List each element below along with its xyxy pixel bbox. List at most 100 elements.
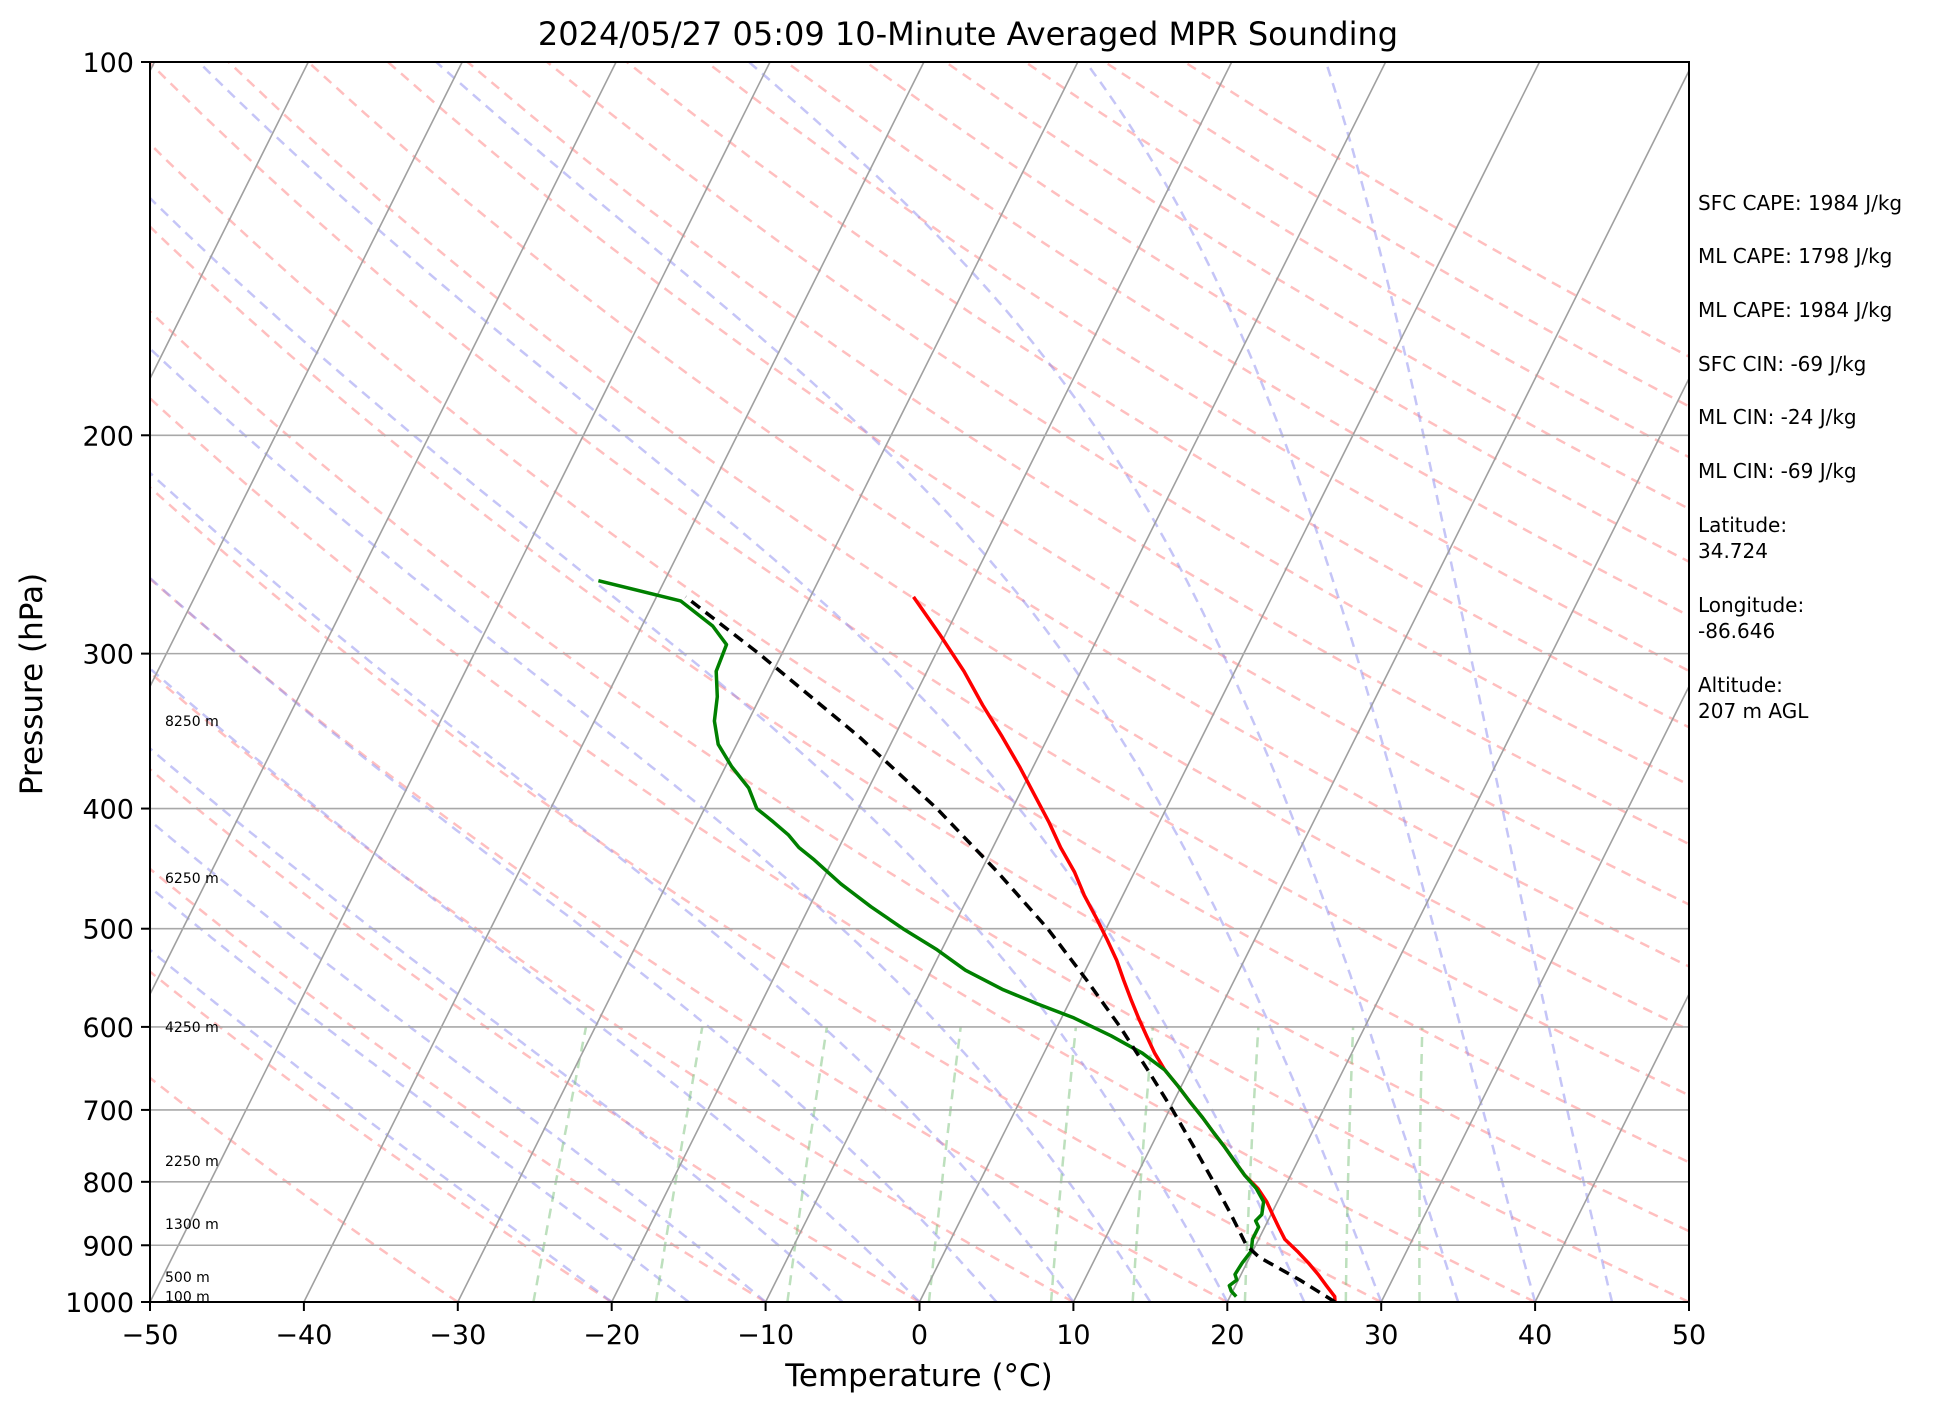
- dry-adiabat: [705, 62, 1689, 673]
- y-tick-label: 600: [82, 1013, 134, 1044]
- moist-adiabat: [150, 666, 921, 1302]
- mixing-ratio-line: [1418, 1026, 1424, 1302]
- mixing-ratio-line: [927, 1026, 962, 1302]
- isotherm: [764, 62, 1387, 1302]
- dry-adiabat: [150, 767, 921, 1302]
- info-latitude-label: Latitude:: [1698, 513, 1787, 537]
- isotherm: [1380, 684, 1689, 1302]
- info-longitude-value: -86.646: [1698, 619, 1775, 643]
- moist-adiabat: [197, 62, 1306, 1302]
- y-axis-label: Pressure (hPa): [14, 573, 50, 795]
- y-tick-label: 200: [82, 421, 134, 452]
- isotherm: [1072, 69, 1689, 1302]
- dry-adiabat: [150, 970, 613, 1302]
- y-tick-label: 300: [82, 640, 134, 671]
- height-label: 8250 m: [165, 714, 219, 730]
- x-axis-ticks: −50 −40 −30 −20 −10 0 10 20 30 40 50: [122, 1302, 1706, 1351]
- info-ml-cape-2: ML CAPE: 1984 J/kg: [1698, 298, 1892, 322]
- moist-adiabat: [150, 346, 1152, 1302]
- dry-adiabat: [150, 224, 1689, 1233]
- sounding-series-1: [912, 595, 1337, 1302]
- dry-adiabat: [150, 62, 1689, 1097]
- y-tick-label: 800: [82, 1168, 134, 1199]
- dry-adiabat: [150, 671, 1075, 1302]
- height-label: 4250 m: [165, 1020, 219, 1036]
- x-tick-label: −20: [583, 1320, 640, 1351]
- x-tick-label: 50: [1672, 1320, 1706, 1351]
- moist-adiabat: [150, 885, 690, 1302]
- info-latitude-value: 34.724: [1698, 539, 1768, 563]
- info-altitude-label: Altitude:: [1698, 673, 1783, 697]
- y-axis-ticks: 1000 900 800 700 600 500 400 300 200 100: [65, 48, 150, 1319]
- dry-adiabat: [150, 142, 1689, 1164]
- height-label: 6250 m: [165, 871, 219, 887]
- isotherm: [150, 62, 617, 996]
- y-tick-label: 500: [82, 915, 134, 946]
- y-tick-label: 900: [82, 1231, 134, 1262]
- moist-adiabat: [435, 62, 1383, 1302]
- isotherm: [0, 62, 1, 1302]
- isotherm: [303, 62, 925, 1302]
- x-tick-label: 20: [1210, 1320, 1244, 1351]
- height-label: 500 m: [165, 1270, 210, 1286]
- dry-adiabat: [307, 62, 1689, 968]
- dry-adiabat: [150, 396, 1536, 1302]
- dry-adiabat: [227, 62, 1689, 1032]
- x-tick-label: 30: [1364, 1320, 1398, 1351]
- mixing-ratio-line: [654, 1026, 704, 1302]
- x-tick-label: −10: [737, 1320, 794, 1351]
- height-label: 2250 m: [165, 1154, 219, 1170]
- mixing-ratio-line: [1344, 1026, 1355, 1302]
- isotherm: [918, 62, 1541, 1302]
- info-sfc-cin: SFC CIN: -69 J/kg: [1698, 352, 1866, 376]
- dry-adiabat: [150, 485, 1382, 1302]
- y-tick-label: 1000: [65, 1288, 134, 1319]
- height-label: 1300 m: [165, 1217, 219, 1233]
- mixing-ratio-line: [1049, 1026, 1078, 1302]
- sounding-series-3: [684, 595, 1336, 1302]
- dry-adiabat: [150, 1076, 459, 1302]
- info-ml-cin-1: ML CIN: -24 J/kg: [1698, 405, 1857, 429]
- mixing-ratio-line: [786, 1026, 829, 1302]
- height-labels: 100 m 500 m 1300 m 2250 m 4250 m 6250 m 8250 m: [165, 714, 219, 1306]
- isotherm: [1226, 376, 1689, 1302]
- sounding-series-2: [597, 579, 1266, 1298]
- isotherm: [610, 62, 1233, 1302]
- x-tick-label: 40: [1518, 1320, 1552, 1351]
- mixing-ratio-line: [1243, 1026, 1260, 1302]
- isotherm: [150, 62, 771, 1302]
- x-axis-label: Temperature (°C): [784, 1358, 1053, 1394]
- isotherm: [1534, 992, 1689, 1302]
- dry-adiabat: [150, 309, 1689, 1302]
- moist-adiabat: [150, 948, 613, 1302]
- moist-adiabat: [150, 196, 1229, 1302]
- moist-adiabat: [1324, 62, 1614, 1302]
- y-tick-label: 400: [82, 795, 134, 826]
- x-tick-label: −40: [275, 1320, 332, 1351]
- moist-adiabat: [150, 818, 767, 1302]
- moist-adiabat: [150, 746, 844, 1302]
- chart-title: 2024/05/27 05:09 10-Minute Averaged MPR …: [538, 15, 1398, 53]
- info-ml-cape-1: ML CAPE: 1798 J/kg: [1698, 244, 1892, 268]
- isotherm: [457, 62, 1079, 1302]
- dry-adiabat: [150, 577, 1228, 1302]
- dry-adiabat: [466, 62, 1689, 846]
- info-sfc-cape: SFC CAPE: 1984 J/kg: [1698, 191, 1902, 215]
- dry-adiabat: [785, 62, 1689, 618]
- isotherm: [150, 62, 310, 381]
- x-tick-label: −50: [122, 1320, 179, 1351]
- x-tick-label: −30: [429, 1320, 486, 1351]
- x-tick-label: 10: [1056, 1320, 1090, 1351]
- x-tick-label: 0: [911, 1320, 928, 1351]
- info-panel: SFC CAPE: 1984 J/kg ML CAPE: 1798 J/kg M…: [1698, 191, 1902, 723]
- moist-adiabat: [1084, 62, 1537, 1302]
- dry-adiabat: [546, 62, 1689, 787]
- height-label: 100 m: [165, 1290, 210, 1306]
- mixing-ratio-line: [532, 1026, 588, 1302]
- info-altitude-value: 207 m AGL: [1698, 699, 1809, 723]
- background-lines: [0, 62, 1689, 1302]
- sounding-profiles: [597, 579, 1337, 1302]
- moist-adiabat: [150, 576, 998, 1302]
- info-longitude-label: Longitude:: [1698, 593, 1804, 617]
